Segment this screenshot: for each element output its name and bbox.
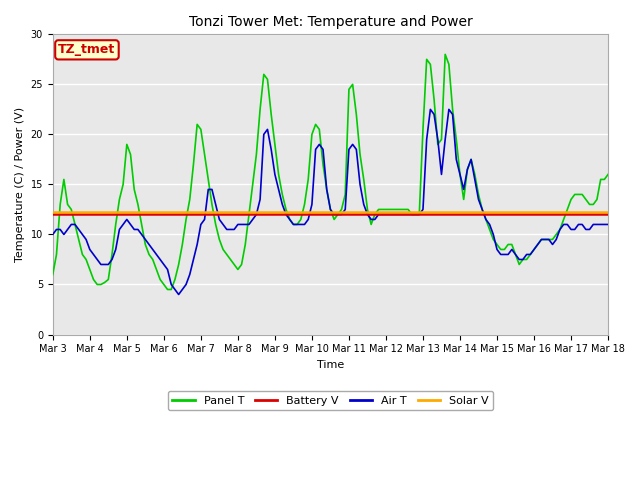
Legend: Panel T, Battery V, Air T, Solar V: Panel T, Battery V, Air T, Solar V	[168, 391, 493, 410]
Y-axis label: Temperature (C) / Power (V): Temperature (C) / Power (V)	[15, 107, 25, 262]
Title: Tonzi Tower Met: Temperature and Power: Tonzi Tower Met: Temperature and Power	[189, 15, 472, 29]
Text: TZ_tmet: TZ_tmet	[58, 43, 116, 56]
X-axis label: Time: Time	[317, 360, 344, 370]
